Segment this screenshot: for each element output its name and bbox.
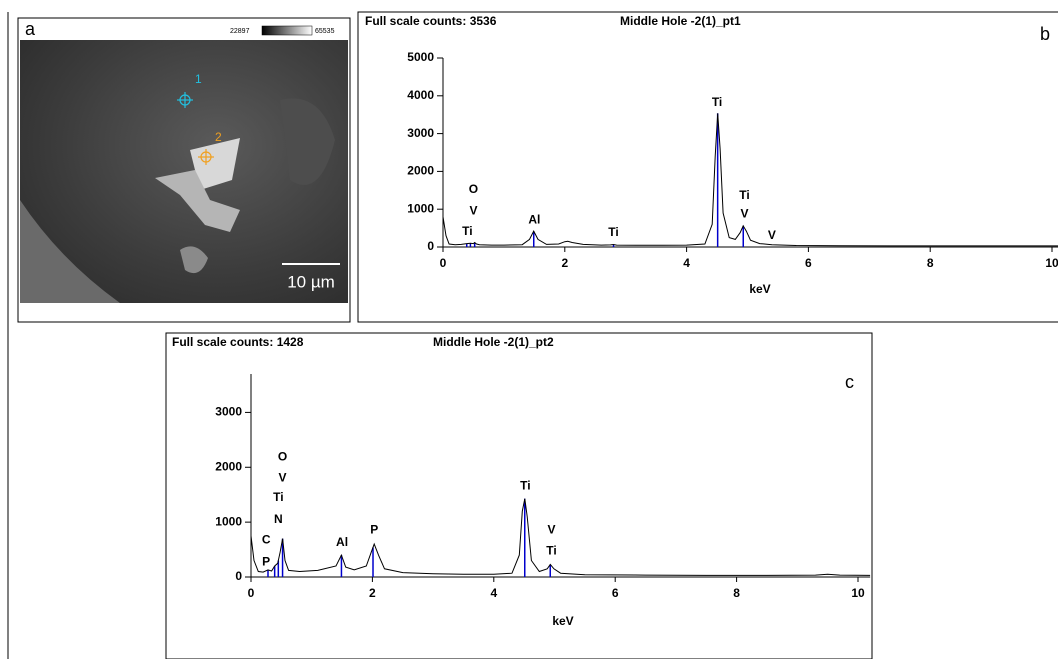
chart-title: Full scale counts: 1428 [172, 335, 304, 349]
x-tick-label: 8 [927, 256, 934, 270]
peak-label: O [278, 450, 287, 464]
sem-particle [155, 170, 240, 232]
sem-feature [280, 98, 335, 185]
y-tick-label: 0 [235, 569, 242, 583]
x-tick-label: 10 [851, 586, 865, 600]
spectrum-line [250, 498, 871, 576]
scale-min: 22897 [230, 28, 250, 35]
panel-label: c [845, 372, 854, 392]
chart-subtitle: Middle Hole -2(1)_pt1 [620, 14, 741, 28]
peak-label: C [262, 532, 271, 546]
peak-label: N [274, 512, 283, 526]
peak-label: Ti [712, 95, 722, 109]
y-tick-label: 2000 [215, 459, 242, 473]
x-tick-label: 4 [683, 256, 690, 270]
x-axis-label: keV [552, 614, 573, 628]
y-tick-label: 0 [427, 239, 434, 253]
y-tick-label: 1000 [407, 201, 434, 215]
chart-subtitle: Middle Hole -2(1)_pt2 [433, 335, 554, 349]
peak-label: P [370, 523, 378, 537]
point-label: 1 [195, 72, 202, 86]
sem-particle [190, 138, 240, 190]
x-tick-label: 10 [1045, 256, 1058, 270]
grayscale-bar [261, 25, 313, 36]
x-tick-label: 0 [440, 256, 447, 270]
x-tick-label: 8 [733, 586, 740, 600]
y-tick-label: 3000 [215, 405, 242, 419]
peak-label: V [768, 228, 776, 242]
y-tick-label: 2000 [407, 164, 434, 178]
peak-label: Ti [546, 543, 556, 557]
peak-label: Ti [462, 224, 472, 238]
x-tick-label: 2 [369, 586, 376, 600]
spectrum-line [442, 113, 1058, 247]
peak-label: Ti [520, 479, 530, 493]
y-tick-label: 3000 [407, 126, 434, 140]
x-tick-label: 6 [805, 256, 812, 270]
chart-title: Full scale counts: 3536 [365, 14, 497, 28]
peak-label: Ti [273, 490, 283, 504]
peak-label: V [547, 523, 555, 537]
image-panel: a 22897 65535 1 2 10 µm [17, 17, 351, 323]
peak-label: Al [528, 212, 540, 226]
peak-label: V [740, 206, 748, 220]
x-tick-label: 4 [490, 586, 497, 600]
point-marker [198, 149, 214, 165]
peak-label: Ti [608, 225, 618, 239]
peak-label: Al [336, 535, 348, 549]
scale-bar-label: 10 µm [287, 272, 335, 291]
x-tick-label: 6 [612, 586, 619, 600]
x-axis-label: keV [749, 282, 770, 296]
peak-label: V [279, 470, 287, 484]
peak-label: V [469, 203, 477, 217]
panel-border [357, 11, 1058, 323]
panel-label: a [25, 19, 36, 39]
y-tick-label: 4000 [407, 88, 434, 102]
sem-feature [20, 200, 120, 303]
panel-border [165, 332, 873, 660]
point-label: 2 [215, 130, 222, 144]
scale-max: 65535 [315, 28, 335, 35]
peak-label: P [262, 554, 270, 568]
x-tick-label: 2 [561, 256, 568, 270]
peak-label: Ti [739, 188, 749, 202]
point-marker [177, 92, 193, 108]
peak-label: O [469, 182, 478, 196]
panel-label: b [1040, 24, 1050, 44]
sem-particle [180, 246, 208, 274]
y-tick-label: 5000 [407, 50, 434, 64]
y-tick-label: 1000 [215, 514, 242, 528]
x-tick-label: 0 [248, 586, 255, 600]
